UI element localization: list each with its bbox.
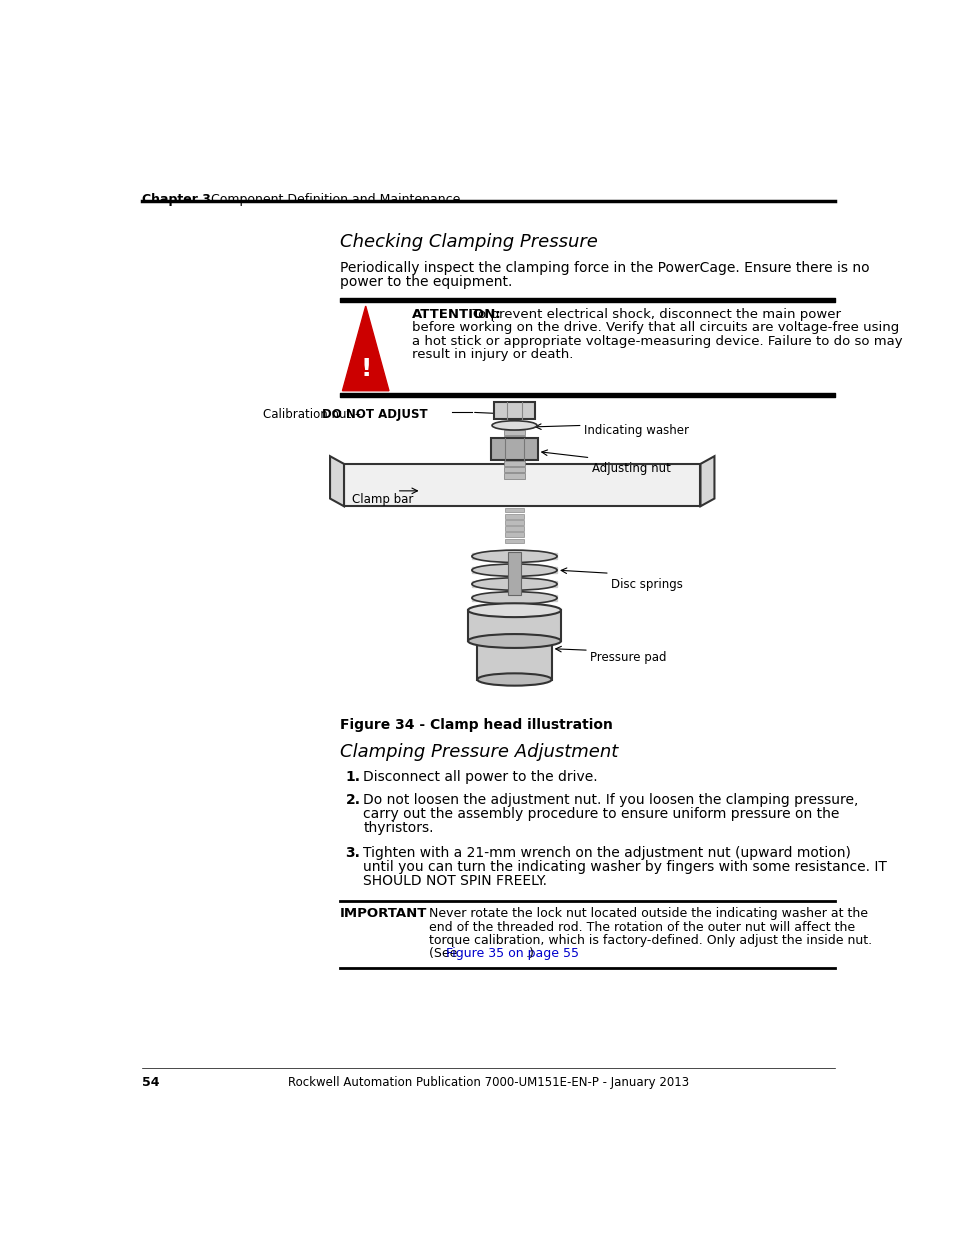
Text: power to the equipment.: power to the equipment. <box>340 275 512 289</box>
Bar <box>503 436 525 442</box>
Bar <box>472 595 557 601</box>
Text: Rockwell Automation Publication 7000-UM151E-EN-P - January 2013: Rockwell Automation Publication 7000-UM1… <box>288 1076 689 1089</box>
Text: Disconnect all power to the drive.: Disconnect all power to the drive. <box>363 771 598 784</box>
Bar <box>503 473 525 478</box>
Text: until you can turn the indicating washer by fingers with some resistance. IT: until you can turn the indicating washer… <box>363 860 886 873</box>
Bar <box>491 438 537 461</box>
Bar <box>494 403 534 419</box>
Text: (See: (See <box>429 947 461 960</box>
Bar <box>505 538 523 543</box>
Text: IMPORTANT: IMPORTANT <box>340 908 427 920</box>
Ellipse shape <box>472 564 557 577</box>
Bar <box>472 553 557 559</box>
Text: Checking Clamping Pressure: Checking Clamping Pressure <box>340 233 598 251</box>
Text: a hot stick or appropriate voltage-measuring device. Failure to do so may: a hot stick or appropriate voltage-measu… <box>412 335 902 347</box>
Ellipse shape <box>492 421 537 430</box>
Bar <box>503 448 525 454</box>
Text: torque calibration, which is factory-defined. Only adjust the inside nut.: torque calibration, which is factory-def… <box>429 934 871 946</box>
Ellipse shape <box>476 635 551 647</box>
Text: Adjusting nut: Adjusting nut <box>592 462 670 475</box>
Text: carry out the assembly procedure to ensure uniform pressure on the: carry out the assembly procedure to ensu… <box>363 808 839 821</box>
Bar <box>472 580 557 587</box>
Bar <box>468 610 560 641</box>
Bar <box>505 526 523 531</box>
Bar <box>503 467 525 472</box>
Text: SHOULD NOT SPIN FREELY.: SHOULD NOT SPIN FREELY. <box>363 873 547 888</box>
Text: ATTENTION:: ATTENTION: <box>412 309 501 321</box>
Polygon shape <box>700 456 714 506</box>
Text: Clamp bar: Clamp bar <box>352 493 413 506</box>
Bar <box>472 567 557 573</box>
Text: .): .) <box>525 947 535 960</box>
Text: 2.: 2. <box>345 793 360 808</box>
Text: Do not loosen the adjustment nut. If you loosen the clamping pressure,: Do not loosen the adjustment nut. If you… <box>363 793 858 808</box>
Text: 3.: 3. <box>345 846 360 860</box>
Text: Indicating washer: Indicating washer <box>583 424 688 437</box>
Text: To prevent electrical shock, disconnect the main power: To prevent electrical shock, disconnect … <box>468 309 841 321</box>
Text: DO NOT ADJUST: DO NOT ADJUST <box>321 409 427 421</box>
Text: Figure 34 - Clamp head illustration: Figure 34 - Clamp head illustration <box>340 718 613 732</box>
Text: 54: 54 <box>142 1076 160 1089</box>
Text: Clamping Pressure Adjustment: Clamping Pressure Adjustment <box>340 742 618 761</box>
Ellipse shape <box>468 634 560 648</box>
Ellipse shape <box>472 550 557 562</box>
Text: end of the threaded rod. The rotation of the outer nut will affect the: end of the threaded rod. The rotation of… <box>429 920 855 934</box>
Text: thyristors.: thyristors. <box>363 821 434 835</box>
Bar <box>505 532 523 537</box>
Polygon shape <box>342 306 389 390</box>
Bar <box>503 430 525 436</box>
Text: Tighten with a 21-mm wrench on the adjustment nut (upward motion): Tighten with a 21-mm wrench on the adjus… <box>363 846 850 860</box>
Text: before working on the drive. Verify that all circuits are voltage-free using: before working on the drive. Verify that… <box>412 321 899 335</box>
Text: 1.: 1. <box>345 771 360 784</box>
Polygon shape <box>330 456 344 506</box>
Text: Component Definition and Maintenance: Component Definition and Maintenance <box>211 193 459 206</box>
Bar <box>503 442 525 448</box>
Text: Disc springs: Disc springs <box>611 578 682 590</box>
Text: Calibration nut –: Calibration nut – <box>262 409 368 421</box>
Bar <box>505 520 523 525</box>
Bar <box>503 424 525 430</box>
Bar <box>505 508 523 513</box>
Ellipse shape <box>472 592 557 604</box>
Ellipse shape <box>468 603 560 618</box>
Bar <box>503 454 525 461</box>
Text: Pressure pad: Pressure pad <box>590 651 666 664</box>
Ellipse shape <box>472 578 557 590</box>
Ellipse shape <box>476 673 551 685</box>
Text: !: ! <box>359 357 371 380</box>
Text: Chapter 3: Chapter 3 <box>142 193 212 206</box>
Bar <box>476 641 551 679</box>
Text: result in injury or death.: result in injury or death. <box>412 347 573 361</box>
Text: Periodically inspect the clamping force in the PowerCage. Ensure there is no: Periodically inspect the clamping force … <box>340 262 869 275</box>
Text: Figure 35 on page 55: Figure 35 on page 55 <box>446 947 578 960</box>
Text: Never rotate the lock nut located outside the indicating washer at the: Never rotate the lock nut located outsid… <box>429 908 867 920</box>
Bar <box>503 461 525 466</box>
Bar <box>344 464 700 506</box>
Bar <box>508 552 520 595</box>
Bar <box>505 514 523 519</box>
